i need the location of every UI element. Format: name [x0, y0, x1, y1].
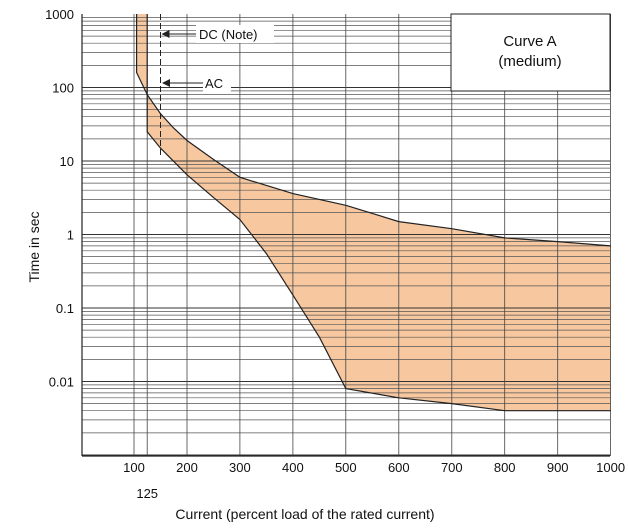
x-tick-label-125: 125: [136, 486, 158, 501]
y-tick-label: 1: [67, 228, 74, 243]
upper-curve: [136, 14, 611, 247]
x-tick-label: 300: [229, 460, 251, 475]
ac-arrow: [162, 79, 170, 87]
y-tick-label: 1000: [45, 7, 74, 22]
x-tick-label: 400: [282, 460, 304, 475]
lower-curve: [146, 14, 611, 412]
y-axis-title: Time in sec: [26, 211, 42, 282]
dc-label-bg: [196, 25, 274, 43]
x-tick-label: 900: [547, 460, 569, 475]
x-tick-label: 200: [176, 460, 198, 475]
y-tick-label: 100: [52, 81, 74, 96]
x-axis-title: Current (percent load of the rated curre…: [175, 506, 434, 522]
y-tick-label: 0.1: [56, 301, 74, 316]
legend-line-2: (medium): [498, 53, 561, 70]
dc-label: DC (Note): [199, 27, 258, 42]
dc-arrow: [161, 30, 170, 38]
x-tick-label: 700: [441, 460, 463, 475]
x-tick-label: 800: [494, 460, 516, 475]
ac-label-bg: [203, 74, 231, 92]
x-tick-label: 500: [335, 460, 357, 475]
curve-layer: [136, 14, 611, 412]
x-tick-label: 100: [123, 460, 145, 475]
annotation-layer: DC (Note) AC: [160, 14, 274, 156]
axis-layer: 1000 100 10 1 0.1 0.01 100 200 300 400 500 600 700 80…: [45, 7, 625, 501]
x-tick-label: 1000: [596, 460, 625, 475]
grid-layer: [82, 14, 611, 456]
legend-box: [450, 13, 611, 92]
ac-label: AC: [205, 76, 223, 91]
y-tick-label: 10: [60, 154, 74, 169]
y-tick-label: 0.01: [49, 375, 74, 390]
legend-line-1: Curve A: [503, 33, 556, 50]
x-tick-label: 600: [388, 460, 410, 475]
